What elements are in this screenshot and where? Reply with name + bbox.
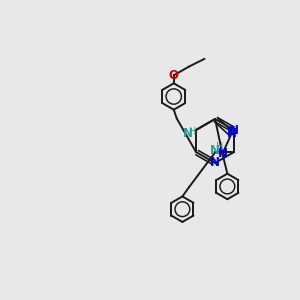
Text: N: N <box>209 145 219 158</box>
Text: N: N <box>229 124 239 136</box>
Text: N: N <box>226 127 236 140</box>
Text: N: N <box>183 127 193 140</box>
Text: O: O <box>169 69 179 82</box>
Text: N: N <box>210 157 220 169</box>
Text: N: N <box>218 147 227 160</box>
Text: H: H <box>216 142 223 152</box>
Text: H: H <box>189 127 197 137</box>
